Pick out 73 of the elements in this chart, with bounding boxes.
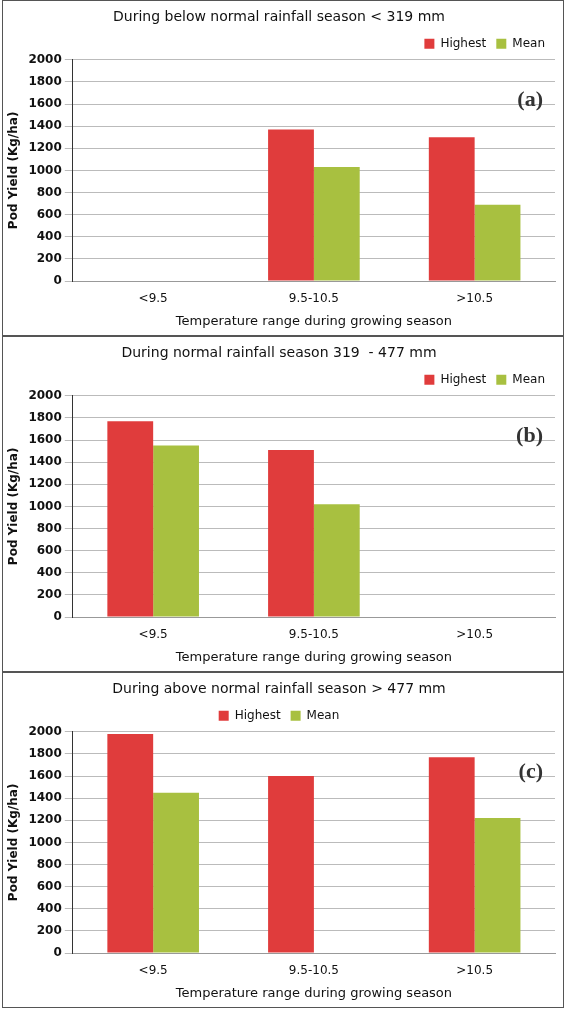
y-tick-label: 600: [36, 542, 62, 557]
y-tick-label: 1400: [28, 454, 62, 469]
y-tick-label: 2000: [28, 723, 62, 738]
y-tick-label: 800: [36, 856, 62, 871]
legend-label: Mean: [512, 35, 546, 50]
bar: [474, 818, 521, 953]
x-axis-title: Temperature range during growing season: [174, 312, 453, 328]
y-tick-label: 1800: [28, 746, 62, 761]
bar: [474, 204, 521, 281]
y-tick-label: 400: [36, 564, 62, 579]
y-tick-label: 200: [36, 923, 62, 938]
y-tick-label: 2000: [28, 51, 62, 66]
y-axis-title: Pod Yield (Kg/ha): [6, 783, 21, 902]
bar: [153, 445, 199, 617]
bar: [268, 449, 314, 617]
x-tick-label: 9.5-10.5: [288, 291, 339, 306]
y-tick-label: 1000: [28, 162, 62, 177]
y-tick-label: 1400: [28, 790, 62, 805]
y-tick-label: 400: [36, 228, 62, 243]
y-tick-label: 1000: [28, 498, 62, 513]
x-tick-label: 9.5-10.5: [288, 627, 339, 642]
y-tick-label: 1200: [28, 812, 62, 827]
y-tick-label: 1600: [28, 432, 62, 447]
legend-label: Mean: [306, 707, 340, 722]
bar: [313, 167, 360, 281]
y-tick-label: 1600: [28, 96, 62, 111]
bar: [268, 129, 314, 281]
y-axis-title: Pod Yield (Kg/ha): [6, 447, 21, 566]
y-tick-label: 200: [36, 251, 62, 266]
y-tick-label: 2000: [28, 387, 62, 402]
annotation: (c): [518, 758, 543, 784]
x-tick-label: <9.5: [138, 627, 168, 642]
y-tick-label: 1800: [28, 410, 62, 425]
y-tick-label: 1800: [28, 74, 62, 89]
x-axis-title: Temperature range during growing season: [174, 648, 453, 664]
x-tick-label: >10.5: [456, 627, 494, 642]
annotation: (a): [517, 86, 543, 112]
x-tick-label: >10.5: [456, 963, 494, 978]
bar: [268, 776, 314, 953]
legend-label: Highest: [440, 35, 487, 50]
y-tick-label: 1400: [28, 118, 62, 133]
y-axis-title: Pod Yield (Kg/ha): [6, 111, 21, 230]
y-tick-label: 0: [53, 273, 62, 288]
chart-title: During above normal rainfall season > 477 mm: [112, 680, 446, 697]
x-tick-label: <9.5: [138, 963, 168, 978]
y-tick-label: 600: [36, 206, 62, 221]
bar: [107, 421, 154, 617]
y-tick-label: 400: [36, 900, 62, 915]
chart-title: During below normal rainfall season < 319 mm: [112, 8, 446, 25]
x-tick-label: >10.5: [456, 291, 494, 306]
x-tick-label: <9.5: [138, 291, 168, 306]
y-tick-label: 600: [36, 878, 62, 893]
x-axis-title: Temperature range during growing season: [174, 984, 453, 1000]
y-tick-label: 1200: [28, 140, 62, 155]
legend-label: Highest: [440, 371, 487, 386]
chart-title: During normal rainfall season 319 - 477 mm: [121, 344, 437, 361]
legend-label: Highest: [234, 707, 281, 722]
bar: [313, 504, 360, 617]
x-tick-label: 9.5-10.5: [288, 963, 339, 978]
y-tick-label: 1000: [28, 834, 62, 849]
bar: [107, 734, 154, 953]
bar: [428, 137, 475, 281]
y-tick-label: 1200: [28, 476, 62, 491]
y-tick-label: 800: [36, 520, 62, 535]
bar: [153, 792, 199, 953]
y-tick-label: 0: [53, 609, 62, 624]
y-tick-label: 800: [36, 184, 62, 199]
legend-label: Mean: [512, 371, 546, 386]
bar: [428, 757, 475, 953]
y-tick-label: 0: [53, 945, 62, 960]
y-tick-label: 200: [36, 587, 62, 602]
y-tick-label: 1600: [28, 768, 62, 783]
annotation: (b): [516, 422, 543, 448]
